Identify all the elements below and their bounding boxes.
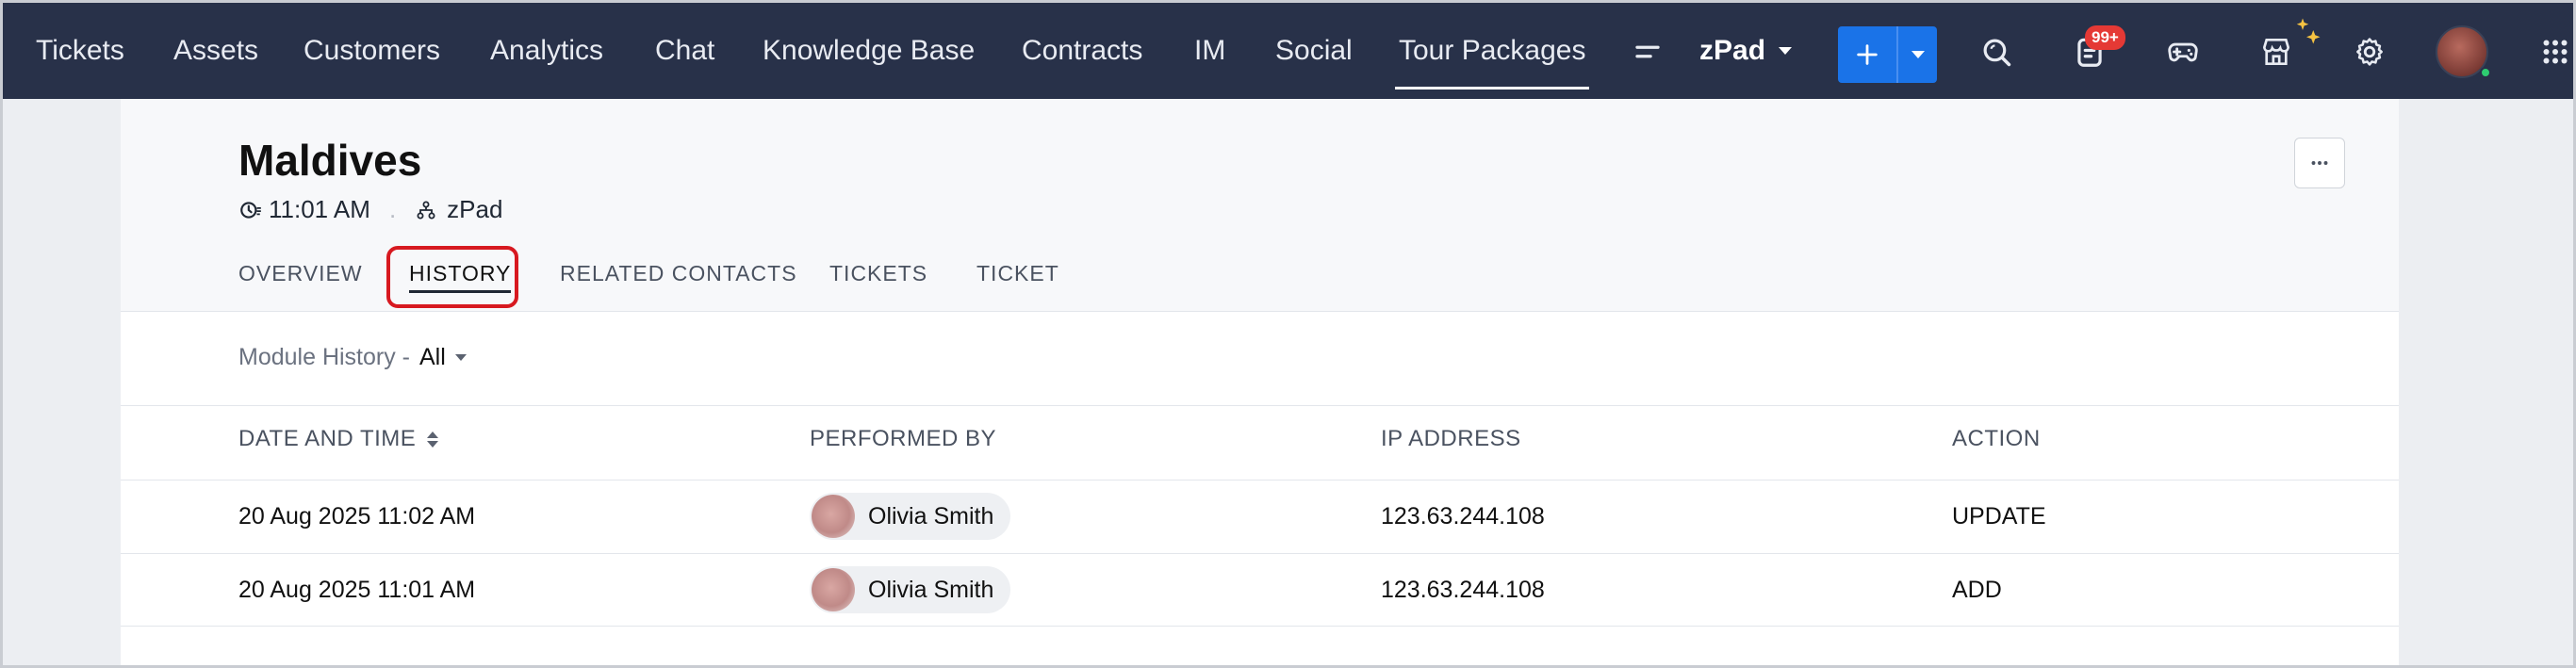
divider xyxy=(121,480,2399,481)
row-2-datetime: 20 Aug 2025 11:01 AM xyxy=(238,576,476,603)
tab-tickets[interactable]: TICKETS xyxy=(829,260,928,285)
nav-item-tickets[interactable]: Tickets xyxy=(36,35,124,66)
notification-badge: 99+ xyxy=(2085,25,2125,50)
department-name: zPad xyxy=(1699,35,1766,66)
more-options-button[interactable] xyxy=(2294,138,2345,188)
column-header-action: ACTION xyxy=(1952,426,2041,451)
sparkle-icon xyxy=(2293,16,2322,54)
record-department: zPad xyxy=(447,195,503,223)
add-button[interactable] xyxy=(1838,26,1896,83)
row-1-user-name: Olivia Smith xyxy=(868,502,994,530)
nav-item-social[interactable]: Social xyxy=(1275,35,1353,66)
record-detail-panel: Maldives 11:01 AM . zPad OVERVIEW HISTOR… xyxy=(121,99,2399,665)
divider xyxy=(121,553,2399,554)
store-icon[interactable] xyxy=(2256,31,2297,73)
nav-item-im[interactable]: IM xyxy=(1194,35,1226,66)
avatar xyxy=(812,495,855,538)
chevron-down-icon xyxy=(1911,51,1925,58)
avatar xyxy=(812,568,855,611)
add-options-button[interactable] xyxy=(1896,26,1937,83)
gamepad-icon[interactable] xyxy=(2162,31,2204,73)
department-switcher[interactable]: zPad xyxy=(1699,3,1793,99)
row-2-user-chip[interactable]: Olivia Smith xyxy=(810,566,1011,613)
row-2-action: ADD xyxy=(1952,576,2002,603)
row-1-user-chip[interactable]: Olivia Smith xyxy=(810,493,1011,540)
nav-item-chat[interactable]: Chat xyxy=(655,35,715,66)
plus-icon xyxy=(1857,44,1878,65)
app-grid-icon[interactable] xyxy=(2535,31,2573,73)
sort-icon[interactable] xyxy=(427,431,439,448)
nav-item-tour-packages[interactable]: Tour Packages xyxy=(1394,3,1590,99)
column-header-label: DATE AND TIME xyxy=(238,426,417,451)
tab-ticket[interactable]: TICKET xyxy=(976,260,1059,285)
filter-label: Module History - xyxy=(238,344,410,370)
top-nav: Tickets Assets Customers Analytics Chat … xyxy=(3,3,2573,99)
profile-avatar[interactable] xyxy=(2436,25,2488,78)
menu-lines-icon[interactable] xyxy=(1627,31,1668,73)
search-icon[interactable] xyxy=(1976,31,2017,73)
row-2-ip: 123.63.244.108 xyxy=(1381,576,1545,603)
module-history-filter[interactable]: Module History - All xyxy=(238,344,467,371)
meta-separator: . xyxy=(388,195,397,223)
record-meta: 11:01 AM . zPad xyxy=(238,195,502,224)
row-1-ip: 123.63.244.108 xyxy=(1381,502,1545,530)
row-1-action: UPDATE xyxy=(1952,502,2046,530)
chevron-down-icon xyxy=(1779,47,1793,55)
online-status-indicator xyxy=(2480,67,2491,78)
chevron-down-icon xyxy=(454,354,467,361)
column-header-performed-by: PERFORMED BY xyxy=(810,426,997,451)
org-icon xyxy=(417,201,435,219)
column-header-ip-address: IP ADDRESS xyxy=(1381,426,1521,451)
record-header: Maldives 11:01 AM . zPad OVERVIEW HISTOR… xyxy=(121,99,2399,312)
column-header-date-time[interactable]: DATE AND TIME xyxy=(238,426,439,452)
clock-icon xyxy=(240,201,261,219)
tab-overview[interactable]: OVERVIEW xyxy=(238,260,363,285)
divider xyxy=(121,405,2399,406)
tab-related-contacts[interactable]: RELATED CONTACTS xyxy=(560,260,797,285)
nav-item-contracts[interactable]: Contracts xyxy=(1022,35,1143,66)
record-title: Maldives xyxy=(238,136,422,185)
nav-item-analytics[interactable]: Analytics xyxy=(490,35,604,66)
nav-item-customers[interactable]: Customers xyxy=(304,35,441,66)
nav-item-knowledge-base[interactable]: Knowledge Base xyxy=(763,35,976,66)
gear-icon[interactable] xyxy=(2349,31,2390,73)
history-tab-highlight xyxy=(386,246,518,308)
tab-history[interactable]: HISTORY xyxy=(409,250,512,297)
filter-value: All xyxy=(419,344,446,370)
nav-item-assets[interactable]: Assets xyxy=(173,35,259,66)
add-button-group xyxy=(1838,26,1937,83)
more-icon xyxy=(2311,161,2328,165)
record-time: 11:01 AM xyxy=(269,195,370,223)
row-1-datetime: 20 Aug 2025 11:02 AM xyxy=(238,502,476,530)
row-2-user-name: Olivia Smith xyxy=(868,576,994,603)
divider xyxy=(121,626,2399,627)
